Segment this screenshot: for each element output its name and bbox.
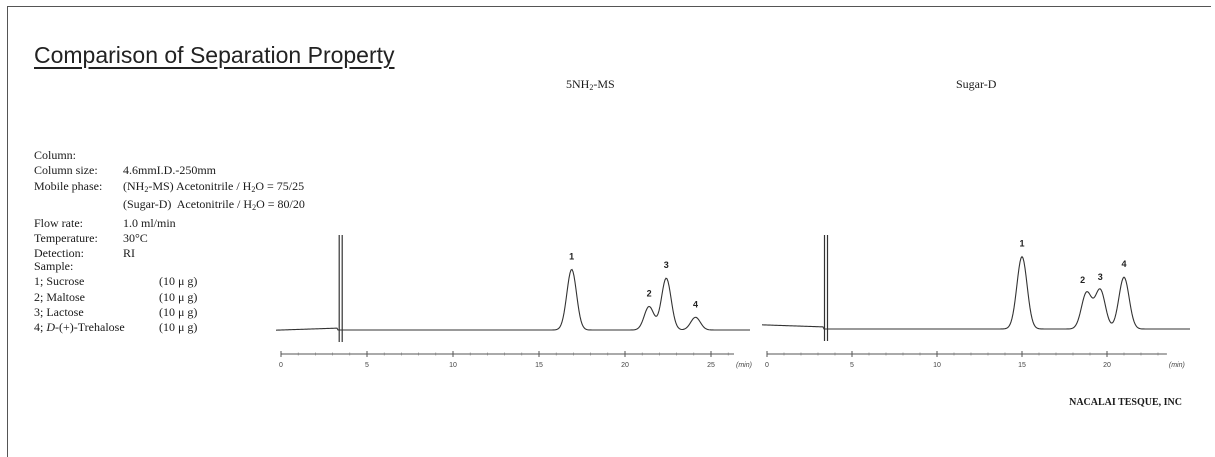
sample-name: 2; Maltose: [34, 289, 85, 304]
x-tick-label: 0: [765, 362, 769, 369]
signal-trace: [761, 255, 1190, 330]
sample-item: 3; Lactose (10 μ g): [34, 305, 197, 320]
x-tick-label: 15: [535, 362, 543, 369]
condition-label: Mobile phase:: [34, 178, 103, 193]
condition-value: (Sugar-D) Acetonitrile / H2O = 80/20: [123, 197, 305, 213]
x-tick-label: 20: [1103, 362, 1111, 369]
chart-title-sugard: Sugar-D: [956, 77, 997, 91]
x-unit-label: (min): [1169, 362, 1185, 369]
condition-row-column-size: Column size: 4.6mmI.D.-250mm: [34, 163, 305, 178]
condition-label: Flow rate:: [34, 215, 83, 230]
x-tick-label: 10: [449, 362, 457, 369]
sample-amount: (10 μ g): [159, 289, 198, 304]
sample-name: 3; Lactose: [34, 304, 84, 319]
peak-label: 4: [693, 299, 698, 309]
condition-label: Detection:: [34, 246, 84, 261]
x-tick-label: 25: [707, 362, 715, 369]
signal-trace: [275, 268, 750, 331]
conditions-block: Column: Column size: 4.6mmI.D.-250mm Mob…: [34, 148, 305, 262]
sample-amount: (10 μ g): [159, 320, 198, 335]
figure-frame: [7, 6, 1211, 457]
sample-item: 4; D-(+)-Trehalose (10 μ g): [34, 320, 197, 335]
condition-value: 4.6mmI.D.-250mm: [123, 163, 216, 178]
x-unit-label: (min): [736, 362, 752, 369]
x-tick-label: 15: [1018, 362, 1026, 369]
company-name: NACALAI TESQUE, INC: [1069, 397, 1182, 408]
sample-amount: (10 μ g): [159, 274, 198, 289]
chromatogram-sugard: 1 2 3 4 0 5 10 15 20 (min): [761, 235, 1190, 369]
condition-value: RI: [123, 246, 135, 261]
sample-block: Sample: 1; Sucrose (10 μ g) 2; Maltose (…: [34, 259, 197, 335]
peak-label: 1: [569, 251, 574, 261]
peak-label: 1: [1019, 239, 1024, 249]
condition-row-flow-rate: Flow rate: 1.0 ml/min: [34, 216, 305, 231]
x-tick-label: 5: [365, 362, 369, 369]
sample-name: 1; Sucrose: [34, 274, 85, 289]
condition-label: Temperature:: [34, 231, 98, 246]
condition-row-mobile-phase: Mobile phase: (NH2-MS) Acetonitrile / H2…: [34, 179, 305, 197]
condition-value: 1.0 ml/min: [123, 215, 176, 230]
peak-label: 2: [647, 289, 652, 299]
chromatogram-nh2ms: 1 2 3 4 0 5 10 15 20 25 (min): [275, 235, 752, 369]
condition-label: Column:: [34, 148, 77, 162]
x-tick-label: 10: [933, 362, 941, 369]
sample-amount: (10 μ g): [159, 304, 198, 319]
condition-value: 30°C: [123, 231, 148, 246]
peak-label: 3: [1098, 272, 1103, 282]
page-title: Comparison of Separation Property: [34, 42, 395, 68]
sample-item: 2; Maltose (10 μ g): [34, 290, 197, 305]
peak-label: 2: [1080, 275, 1085, 285]
chart-title-nh2ms: 5NH2-MS: [566, 77, 615, 92]
x-tick-label: 0: [279, 362, 283, 369]
condition-row-mobile-phase-2: (Sugar-D) Acetonitrile / H2O = 80/20: [34, 197, 305, 215]
x-tick-label: 20: [621, 362, 629, 369]
condition-label: Column size:: [34, 163, 98, 178]
sample-item: 1; Sucrose (10 μ g): [34, 274, 197, 289]
condition-value: (NH2-MS) Acetonitrile / H2O = 75/25: [123, 178, 305, 194]
condition-row-temperature: Temperature: 30°C: [34, 231, 305, 246]
condition-row-column: Column:: [34, 148, 305, 163]
sample-label: Sample:: [34, 259, 74, 273]
x-tick-label: 5: [850, 362, 854, 369]
peak-label: 4: [1121, 259, 1126, 269]
peak-label: 3: [664, 260, 669, 270]
sample-name: 4; D-(+)-Trehalose: [34, 320, 125, 335]
condition-row-detection: Detection: RI: [34, 246, 305, 261]
